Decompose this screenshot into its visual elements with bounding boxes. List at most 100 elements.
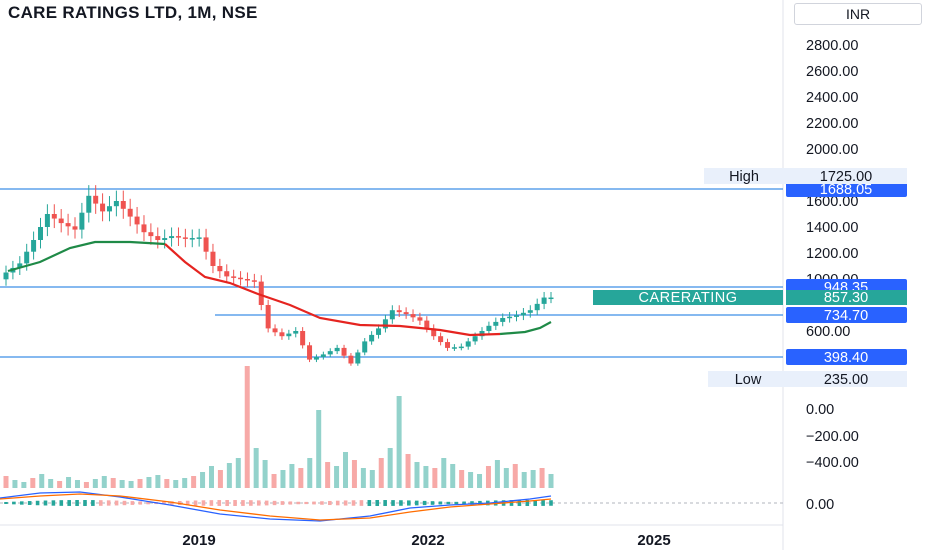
- volume-bar: [48, 479, 54, 488]
- candle-body: [265, 305, 271, 329]
- candle-body: [362, 341, 368, 353]
- low-value: 235.00: [824, 372, 868, 388]
- moving-averages: [7, 240, 552, 337]
- candle-body: [520, 312, 526, 316]
- candle-body: [341, 347, 347, 356]
- volume-bar: [494, 460, 500, 488]
- candle-body: [541, 297, 547, 304]
- high-value: 1725.00: [820, 169, 872, 185]
- volume-bar: [164, 479, 170, 488]
- macd-pane: [0, 491, 553, 522]
- macd-histogram-bar: [462, 501, 466, 505]
- macd-histogram-bar: [146, 501, 150, 505]
- candle-body: [527, 310, 533, 313]
- macd-histogram-bar: [130, 501, 135, 505]
- candle-body: [72, 226, 78, 230]
- candle-body: [86, 195, 92, 213]
- volume-bar: [191, 476, 197, 488]
- macd-histogram-bar: [407, 500, 411, 506]
- macd-histogram-bar: [114, 500, 119, 506]
- macd-line: [0, 491, 552, 522]
- macd-histogram-bar: [233, 500, 237, 506]
- candle-body: [493, 321, 499, 326]
- macd-histogram-bar: [399, 500, 403, 506]
- candle-body: [458, 346, 464, 349]
- candle-body: [141, 224, 147, 233]
- volume-bar: [539, 468, 545, 488]
- candle-body: [203, 237, 209, 252]
- macd-histogram-bar: [4, 502, 8, 504]
- candle-body: [155, 236, 161, 240]
- volume-bar: [503, 468, 509, 488]
- candle-body: [272, 328, 278, 333]
- volume-tick-label: 0.00: [806, 402, 834, 418]
- macd-histogram-bar: [19, 501, 24, 505]
- candle-body: [534, 303, 540, 311]
- candle-body: [514, 315, 520, 317]
- volume-bar: [432, 468, 438, 488]
- volume-bar: [21, 482, 27, 488]
- currency-button[interactable]: INR: [794, 3, 922, 25]
- candle-body: [424, 320, 430, 329]
- volume-bar: [57, 481, 63, 488]
- candle-body: [451, 347, 457, 349]
- macd-histogram-bar: [209, 500, 214, 506]
- volume-bar: [244, 366, 250, 488]
- volume-bar: [387, 448, 393, 488]
- time-tick-label: 2022: [411, 532, 444, 549]
- macd-histogram-bar: [98, 500, 103, 506]
- candle-body: [327, 351, 333, 355]
- candle-body: [134, 216, 140, 225]
- candle-body: [251, 280, 257, 282]
- macd-histogram-bar: [343, 500, 348, 506]
- candle-body: [196, 237, 202, 239]
- candle-body: [175, 236, 181, 238]
- volume-tick-label: −200.00: [806, 429, 859, 445]
- candle-body: [300, 331, 306, 346]
- macd-histogram-bar: [375, 500, 380, 506]
- macd-histogram-bar: [241, 500, 245, 506]
- candle-body: [79, 212, 85, 230]
- volume-bar: [298, 468, 304, 488]
- volume-bar: [271, 474, 277, 488]
- candle-body: [189, 238, 195, 240]
- volume-bar: [307, 458, 313, 488]
- volume-bar: [468, 472, 474, 488]
- macd-histogram-bar: [438, 501, 443, 505]
- candle-body: [396, 310, 402, 313]
- macd-histogram-bar: [185, 500, 190, 506]
- volume-bar: [155, 475, 161, 488]
- volume-bar: [325, 462, 331, 488]
- moving-average-red: [164, 243, 501, 337]
- price-axis: 2800.002600.002400.002200.002000.001800.…: [593, 38, 907, 513]
- high-box: [704, 168, 786, 184]
- symbol-tag-box: [593, 290, 783, 305]
- volume-bar: [280, 470, 286, 488]
- volume-bar: [396, 396, 402, 488]
- macd-histogram-bar: [59, 500, 64, 506]
- price-tick-label: 600.00: [806, 324, 850, 340]
- volume-bar: [450, 464, 456, 488]
- candle-body: [403, 312, 409, 315]
- price-tick-label: 1400.00: [806, 220, 858, 236]
- volume-bar: [334, 466, 340, 488]
- candle-body: [293, 331, 299, 334]
- macd-histogram-bar: [256, 500, 261, 506]
- candle-body: [65, 223, 71, 227]
- volume-bar: [405, 454, 411, 488]
- candle-body: [93, 195, 99, 204]
- candle-body: [217, 266, 223, 272]
- volume-bar: [66, 477, 72, 488]
- candle-body: [24, 251, 30, 264]
- macd-histogram-bar: [201, 500, 206, 506]
- candle-body: [17, 263, 23, 268]
- candle-body: [369, 334, 375, 342]
- candle-body: [231, 276, 237, 278]
- macd-histogram-bar: [27, 501, 32, 505]
- macd-histogram-bar: [541, 500, 545, 506]
- candle-body: [258, 281, 264, 305]
- volume-bar: [217, 470, 223, 488]
- candle-body: [58, 218, 64, 224]
